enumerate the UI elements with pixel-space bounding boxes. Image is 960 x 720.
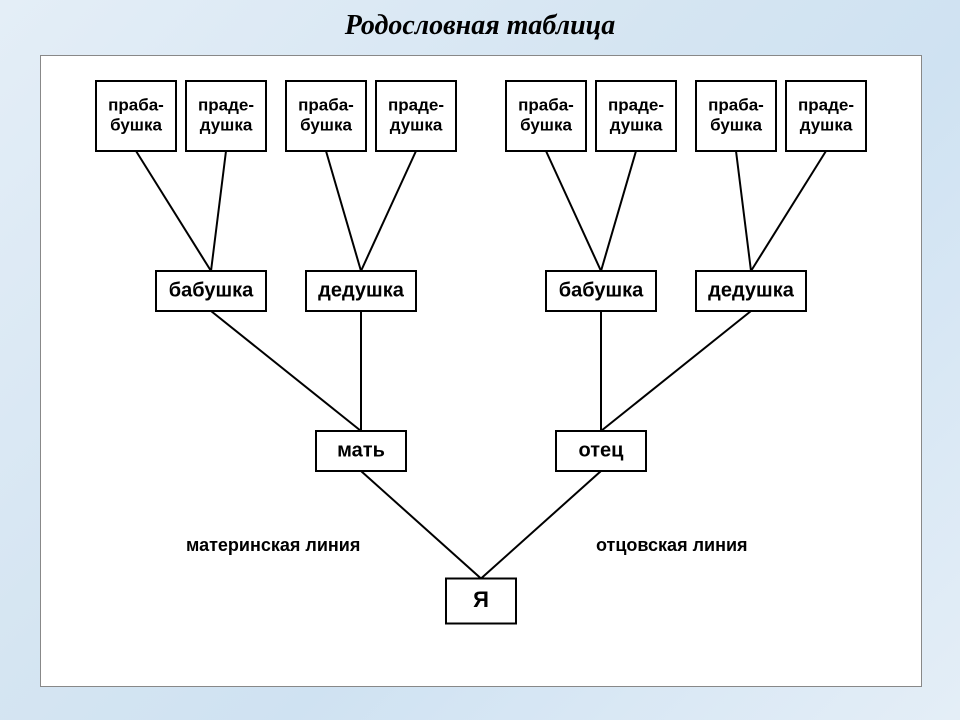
node-g1_4: дедушка [696,271,806,311]
node-label: праба- [708,96,764,115]
node-label: бушка [710,115,762,134]
node-label: праба- [108,96,164,115]
node-label: дедушка [708,279,795,301]
node-label: душка [390,115,443,134]
node-g3_1: Я [446,579,516,624]
node-g1_1: бабушка [156,271,266,311]
node-label: дедушка [318,279,405,301]
page-title: Родословная таблица [0,10,960,42]
node-label: мать [337,439,385,461]
node-g1_3: бабушка [546,271,656,311]
node-label: праде- [198,96,254,115]
edge [601,311,751,431]
annotation-maternal: материнская линия [186,535,360,555]
node-label: праде- [388,96,444,115]
node-label: душка [800,115,853,134]
edges-group [136,151,826,579]
node-label: праде- [798,96,854,115]
node-g0_3: праба-бушка [286,81,366,151]
node-g0_4: праде-душка [376,81,456,151]
node-label: душка [610,115,663,134]
node-label: Я [473,587,489,612]
edge [326,151,361,271]
node-g0_6: праде-душка [596,81,676,151]
edge [361,471,481,579]
node-label: бабушка [559,279,644,301]
node-g2_2: отец [556,431,646,471]
node-g1_2: дедушка [306,271,416,311]
edge [601,151,636,271]
edge [751,151,826,271]
node-label: бабушка [169,279,254,301]
edge [136,151,211,271]
node-label: душка [200,115,253,134]
node-label: бушка [300,115,352,134]
edge [361,151,416,271]
node-label: праба- [298,96,354,115]
family-tree-svg: праба-бушкапраде-душкапраба-бушкапраде-д… [41,56,921,686]
annotation-paternal: отцовская линия [596,535,748,555]
node-label: бушка [110,115,162,134]
node-g0_7: праба-бушка [696,81,776,151]
edge [211,311,361,431]
edge [546,151,601,271]
edge [736,151,751,271]
node-label: праде- [608,96,664,115]
node-g0_5: праба-бушка [506,81,586,151]
node-g2_1: мать [316,431,406,471]
node-label: праба- [518,96,574,115]
node-label: бушка [520,115,572,134]
node-g0_1: праба-бушка [96,81,176,151]
diagram-canvas: праба-бушкапраде-душкапраба-бушкапраде-д… [40,55,922,687]
node-label: отец [579,439,625,461]
edge [481,471,601,579]
node-g0_2: праде-душка [186,81,266,151]
edge [211,151,226,271]
node-g0_8: праде-душка [786,81,866,151]
